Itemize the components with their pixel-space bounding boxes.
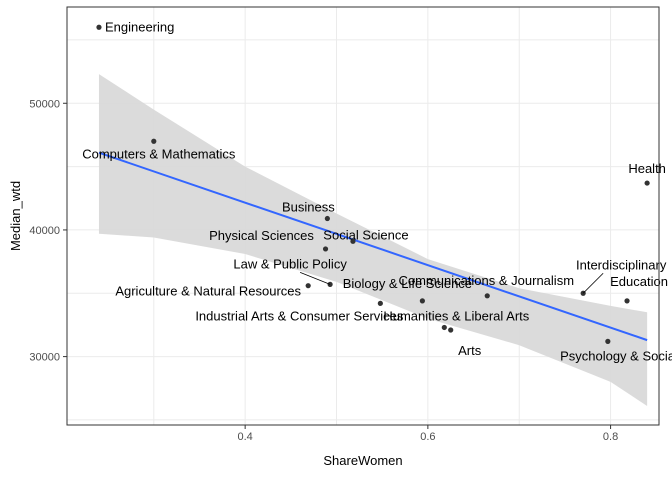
point-label: Law & Public Policy	[233, 256, 347, 271]
point-label: Physical Sciences	[209, 228, 314, 243]
point-label: Arts	[458, 343, 482, 358]
data-point	[322, 246, 329, 252]
point-label: Psychology & Social Work	[560, 348, 672, 363]
y-tick-label: 40000	[29, 225, 60, 237]
data-points	[96, 24, 650, 344]
point-label: Education	[610, 274, 668, 289]
point-label: Biology & Life Science	[343, 276, 472, 291]
data-point	[605, 338, 611, 344]
x-axis-ticks: 0.4 0.6 0.8	[237, 425, 618, 443]
point-label: Health	[628, 161, 666, 176]
y-axis-ticks: 30000 40000 50000	[29, 98, 67, 364]
data-point	[644, 180, 650, 186]
trend-line	[98, 151, 648, 342]
data-point	[419, 298, 425, 304]
confidence-band-area	[98, 74, 648, 406]
point-label: Business	[282, 200, 335, 215]
data-point	[151, 138, 157, 144]
point-label: Interdisciplinary	[576, 257, 667, 272]
data-point	[484, 293, 490, 299]
y-tick-label: 30000	[29, 352, 60, 364]
data-point	[624, 298, 630, 304]
point-label: Humanities & Liberal Arts	[383, 308, 529, 323]
x-tick-label: 0.4	[237, 431, 252, 443]
point-label: Engineering	[105, 19, 174, 34]
point-label: Computers & Mathematics	[82, 146, 236, 161]
y-axis-title: Median_wtd	[8, 181, 23, 251]
confidence-band	[98, 74, 648, 406]
panel-border	[66, 6, 660, 426]
data-point	[96, 24, 102, 30]
data-point	[377, 300, 383, 306]
label-leader	[299, 272, 331, 285]
label-leader-lines	[299, 272, 604, 294]
data-point	[441, 324, 447, 331]
regression-line	[98, 151, 648, 342]
data-point	[305, 283, 311, 289]
point-labels: Engineering Computers & Mathematics Health…	[82, 19, 672, 363]
point-label: Agriculture & Natural Resources	[115, 284, 301, 299]
x-tick-label: 0.6	[420, 431, 435, 443]
data-point	[448, 327, 454, 333]
y-tick-label: 50000	[29, 98, 60, 110]
data-point	[324, 215, 330, 222]
point-label: Industrial Arts & Consumer Services	[195, 308, 404, 323]
label-leader	[582, 272, 604, 294]
point-label: Communications & Journalism	[398, 273, 574, 288]
x-axis-title: ShareWomen	[323, 453, 402, 468]
point-label: Social Science	[323, 227, 408, 242]
x-tick-label: 0.8	[603, 431, 618, 443]
data-point	[350, 238, 356, 244]
